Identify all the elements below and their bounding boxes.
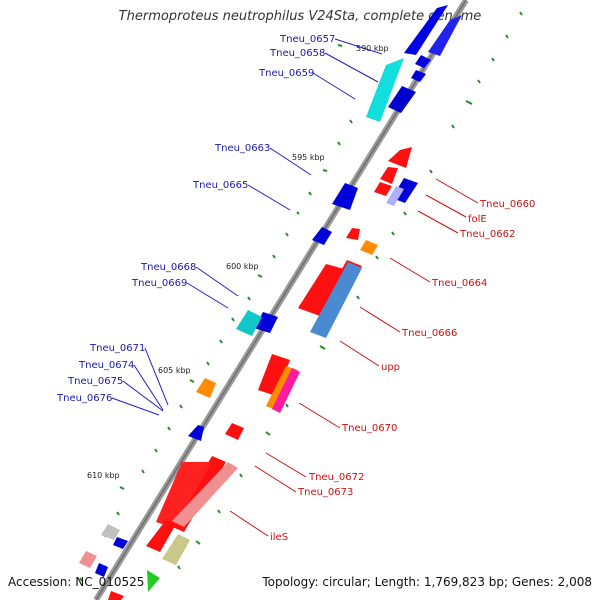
gene-label-iles[interactable]: ileS <box>270 532 288 543</box>
accession-text: Accession: NC_010525 <box>8 575 145 589</box>
gene-label-tneu-0665[interactable]: Tneu_0665 <box>192 180 248 191</box>
gene-label-tneu-0657[interactable]: Tneu_0657 <box>279 34 335 45</box>
reverse-gene-labels: Tneu_0660 folE Tneu_0662 Tneu_0664 Tneu_… <box>270 199 535 543</box>
genome-summary-text: Topology: circular; Length: 1,769,823 bp… <box>262 575 592 589</box>
gene-label-tneu-0659[interactable]: Tneu_0659 <box>258 68 314 79</box>
gene-label-tneu-0658[interactable]: Tneu_0658 <box>269 48 325 59</box>
label-connectors <box>111 38 479 537</box>
gene-label-tneu-0676[interactable]: Tneu_0676 <box>56 393 112 404</box>
gene-label-tneu-0664[interactable]: Tneu_0664 <box>431 278 487 289</box>
gene-label-tneu-0674[interactable]: Tneu_0674 <box>78 360 134 371</box>
gene-label-fole[interactable]: folE <box>468 214 487 225</box>
kbp-label-605: 605 kbp <box>158 366 191 375</box>
gene-label-tneu-0670[interactable]: Tneu_0670 <box>341 423 397 434</box>
kbp-label-590: 590 kbp <box>356 44 389 53</box>
kbp-label-610: 610 kbp <box>87 471 120 480</box>
gene-label-tneu-0663[interactable]: Tneu_0663 <box>214 143 270 154</box>
gene-label-upp[interactable]: upp <box>381 362 400 373</box>
gene-label-tneu-0668[interactable]: Tneu_0668 <box>140 262 196 273</box>
kbp-labels: 590 kbp 595 kbp 600 kbp 605 kbp 610 kbp <box>87 44 389 480</box>
forward-gene-labels: Tneu_0657 Tneu_0658 Tneu_0659 Tneu_0663 … <box>56 34 335 404</box>
gene-label-tneu-0666[interactable]: Tneu_0666 <box>401 328 457 339</box>
gene-label-tneu-0675[interactable]: Tneu_0675 <box>67 376 123 387</box>
gene-label-tneu-0662[interactable]: Tneu_0662 <box>459 229 515 240</box>
gene-label-tneu-0673[interactable]: Tneu_0673 <box>297 487 353 498</box>
kbp-label-600: 600 kbp <box>226 262 259 271</box>
gene-label-tneu-0672[interactable]: Tneu_0672 <box>308 472 364 483</box>
reverse-genes <box>225 147 418 440</box>
tick-marks <box>79 11 523 582</box>
kbp-label-595: 595 kbp <box>292 153 325 162</box>
map-title: Thermoproteus neutrophilus V24Sta, compl… <box>118 9 482 24</box>
gene-label-tneu-0660[interactable]: Tneu_0660 <box>479 199 535 210</box>
gene-label-tneu-0671[interactable]: Tneu_0671 <box>89 343 145 354</box>
forward-genes <box>79 5 462 600</box>
gene-label-tneu-0669[interactable]: Tneu_0669 <box>131 278 187 289</box>
